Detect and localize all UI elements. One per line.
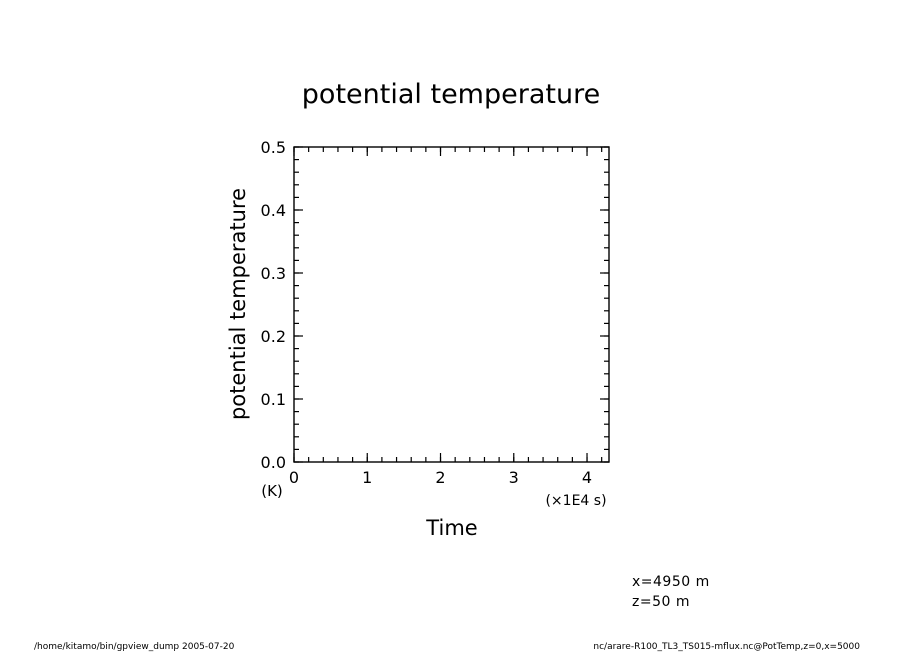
x-axis-scale-note: (×1E4 s)	[545, 493, 606, 509]
plot-frame	[293, 146, 610, 463]
chart-title: potential temperature	[302, 79, 600, 110]
footer-right: nc/arare-R100_TL3_TS015-mflux.nc@PotTemp…	[593, 642, 860, 652]
x-axis-tick-labels: 0 1 2 3 4	[289, 468, 592, 487]
footer-left: /home/kitamo/bin/gpview_dump 2005-07-20	[34, 642, 235, 652]
y-tick-label: 0.4	[261, 201, 286, 220]
annotation-x-position: x=4950 m	[632, 574, 710, 590]
x-tick-label: 0	[289, 468, 299, 487]
y-axis-tick-labels: 0.0 0.1 0.2 0.3 0.4 0.5	[261, 138, 286, 472]
y-tick-label: 0.5	[261, 138, 286, 157]
y-tick-label: 0.1	[261, 390, 286, 409]
x-tick-label: 1	[362, 468, 372, 487]
y-axis-ticks	[294, 146, 609, 463]
y-tick-label: 0.0	[261, 453, 286, 472]
x-tick-label: 4	[582, 468, 592, 487]
x-axis-ticks	[293, 147, 603, 462]
x-tick-label: 2	[435, 468, 445, 487]
y-tick-label: 0.2	[261, 327, 286, 346]
x-tick-label: 3	[509, 468, 519, 487]
annotation-z-position: z=50 m	[632, 594, 690, 610]
x-axis-label: Time	[425, 516, 477, 540]
y-axis-unit: (K)	[261, 482, 283, 500]
y-axis-label: potential temperature	[226, 188, 250, 420]
y-tick-label: 0.3	[261, 264, 286, 283]
